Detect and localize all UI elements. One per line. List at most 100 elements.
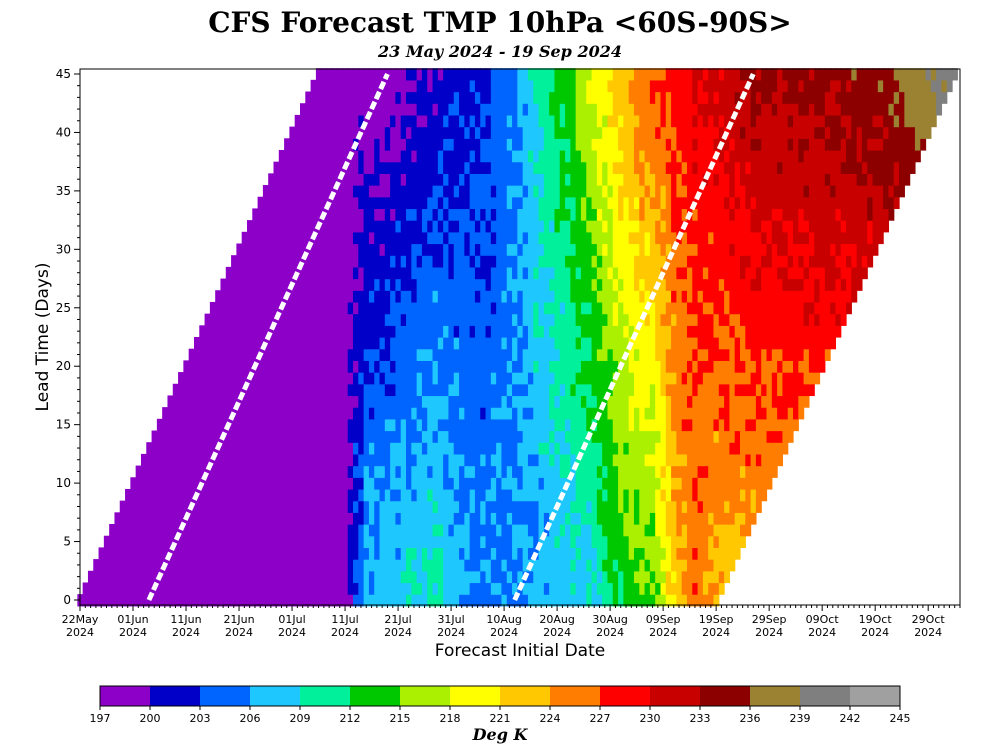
- heatmap-cell: [390, 559, 397, 572]
- heatmap-cell: [713, 348, 720, 361]
- heatmap-cell: [570, 570, 577, 584]
- heatmap-cell: [618, 243, 624, 256]
- heatmap-cell: [814, 266, 821, 280]
- heatmap-cell: [533, 395, 540, 408]
- heatmap-cell: [628, 208, 635, 221]
- heatmap-cell: [570, 512, 577, 525]
- heatmap-cell: [284, 138, 290, 151]
- heatmap-cell: [596, 278, 603, 291]
- heatmap-cell: [846, 196, 852, 210]
- heatmap-cell: [522, 173, 529, 186]
- heatmap-cell: [655, 477, 662, 490]
- heatmap-cell: [649, 185, 656, 198]
- heatmap-cell: [490, 301, 497, 315]
- heatmap-cell: [602, 465, 609, 478]
- heatmap-cell: [686, 512, 693, 525]
- heatmap-cell: [246, 465, 253, 478]
- heatmap-cell: [522, 138, 529, 151]
- heatmap-cell: [368, 594, 375, 607]
- heatmap-cell: [321, 325, 328, 338]
- heatmap-cell: [337, 290, 344, 303]
- heatmap-cell: [681, 453, 688, 467]
- heatmap-cell: [209, 488, 216, 502]
- heatmap-cell: [803, 255, 810, 268]
- heatmap-cell: [363, 453, 370, 467]
- heatmap-cell: [655, 582, 662, 595]
- heatmap-cell: [156, 594, 163, 607]
- heatmap-cell: [782, 196, 789, 210]
- heatmap-cell: [119, 559, 126, 572]
- heatmap-cell: [93, 582, 100, 595]
- heatmap-cell: [591, 138, 598, 151]
- heatmap-cell: [665, 173, 672, 186]
- heatmap-cell: [485, 243, 492, 256]
- heatmap-cell: [310, 313, 317, 326]
- heatmap-cell: [151, 477, 158, 490]
- heatmap-cell: [522, 453, 529, 467]
- heatmap-cell: [305, 372, 312, 385]
- heatmap-cell: [559, 570, 566, 584]
- heatmap-cell: [729, 208, 736, 221]
- heatmap-cell: [156, 535, 163, 548]
- heatmap-cell: [347, 196, 354, 210]
- heatmap-cell: [342, 430, 349, 443]
- heatmap-cell: [745, 255, 752, 268]
- heatmap-cell: [755, 500, 762, 513]
- heatmap-cell: [533, 149, 540, 163]
- heatmap-cell: [231, 453, 237, 467]
- heatmap-cell: [856, 220, 863, 233]
- heatmap-cell: [204, 570, 211, 584]
- heatmap-cell: [437, 126, 444, 139]
- heatmap-cell: [262, 524, 269, 537]
- heatmap-cell: [729, 407, 736, 420]
- heatmap-cell: [490, 266, 497, 280]
- heatmap-cell: [570, 149, 577, 163]
- heatmap-cell: [273, 453, 280, 467]
- heatmap-cell: [724, 477, 730, 490]
- heatmap-cell: [480, 290, 487, 303]
- heatmap-cell: [363, 196, 370, 210]
- heatmap-cell: [517, 220, 524, 233]
- heatmap-cell: [130, 547, 137, 560]
- heatmap-cell: [390, 266, 397, 280]
- heatmap-cell: [469, 325, 476, 338]
- heatmap-cell: [480, 570, 487, 584]
- heatmap-cell: [284, 161, 290, 174]
- heatmap-cell: [427, 383, 434, 397]
- heatmap-cell: [390, 337, 397, 350]
- heatmap-cell: [538, 547, 545, 560]
- heatmap-cell: [368, 290, 375, 303]
- heatmap-cell: [421, 313, 428, 326]
- heatmap-cell: [368, 161, 375, 174]
- heatmap-cell: [342, 535, 349, 548]
- heatmap-cell: [575, 196, 582, 210]
- heatmap-cell: [231, 582, 237, 595]
- heatmap-cell: [406, 383, 412, 397]
- heatmap-cell: [411, 337, 418, 350]
- heatmap-cell: [337, 465, 344, 478]
- heatmap-cell: [140, 570, 147, 584]
- heatmap-cell: [464, 559, 471, 572]
- heatmap-cell: [692, 360, 699, 373]
- heatmap-cell: [633, 255, 640, 268]
- heatmap-cell: [406, 477, 412, 490]
- heatmap-cell: [326, 418, 333, 432]
- heatmap-cell: [480, 465, 487, 478]
- heatmap-cell: [257, 512, 264, 525]
- heatmap-cell: [305, 185, 312, 198]
- heatmap-cell: [713, 383, 720, 397]
- heatmap-cell: [485, 337, 492, 350]
- heatmap-cell: [702, 126, 709, 139]
- heatmap-cell: [363, 173, 370, 186]
- heatmap-cell: [459, 594, 465, 607]
- heatmap-cell: [633, 442, 640, 455]
- heatmap-cell: [655, 500, 662, 513]
- heatmap-cell: [315, 465, 322, 478]
- heatmap-cell: [368, 301, 375, 315]
- heatmap-cell: [315, 407, 322, 420]
- heatmap-cell: [596, 290, 603, 303]
- heatmap-cell: [437, 313, 444, 326]
- heatmap-cell: [379, 255, 386, 268]
- heatmap-cell: [464, 453, 471, 467]
- heatmap-cell: [761, 126, 768, 139]
